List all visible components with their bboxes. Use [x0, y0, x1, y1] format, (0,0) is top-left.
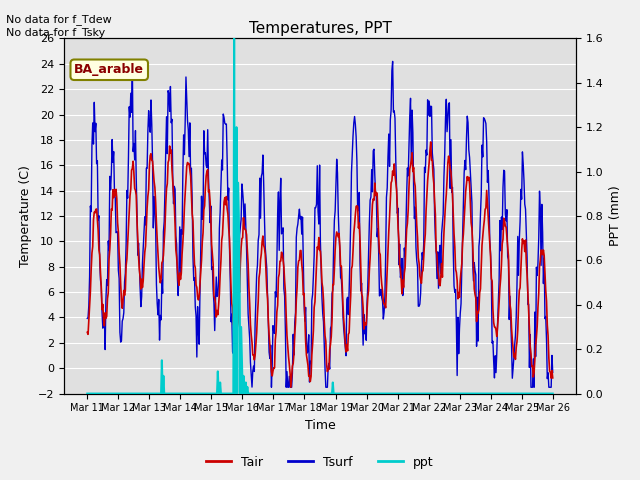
Y-axis label: Temperature (C): Temperature (C)	[19, 165, 32, 267]
Text: No data for f_Tdew
No data for f_Tsky: No data for f_Tdew No data for f_Tsky	[6, 14, 112, 38]
Legend: Tair, Tsurf, ppt: Tair, Tsurf, ppt	[202, 451, 438, 474]
Y-axis label: PPT (mm): PPT (mm)	[609, 186, 622, 246]
Title: Temperatures, PPT: Temperatures, PPT	[248, 21, 392, 36]
Text: BA_arable: BA_arable	[74, 63, 144, 76]
X-axis label: Time: Time	[305, 419, 335, 432]
